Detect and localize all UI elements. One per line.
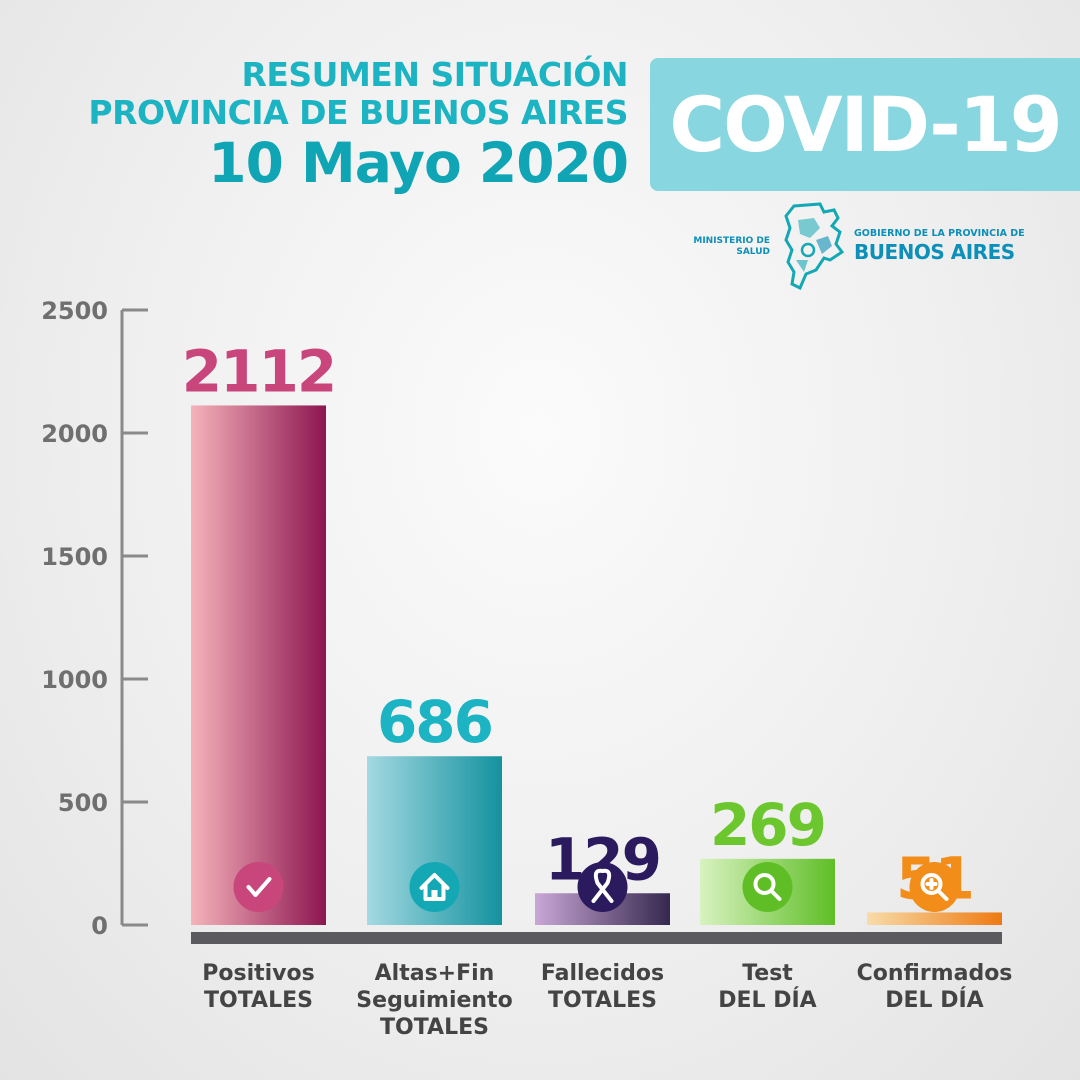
category-label: TOTALES — [548, 988, 657, 1013]
title-line-2: PROVINCIA DE BUENOS AIRES — [88, 93, 628, 132]
title-line-1: RESUMEN SITUACIÓN — [241, 55, 628, 94]
ministry-label: MINISTERIO DE SALUD — [690, 236, 770, 258]
category-label: DEL DÍA — [718, 987, 816, 1013]
magnifier-plus-icon — [909, 862, 960, 912]
bar-value-label: 269 — [710, 791, 825, 859]
category-label: Test — [742, 961, 793, 986]
check-icon — [233, 862, 284, 912]
report-date: 10 Mayo 2020 — [208, 131, 629, 195]
bar-value-label: 2112 — [182, 337, 335, 405]
ministry-line-1: MINISTERIO DE — [693, 236, 770, 246]
y-tick-label: 1500 — [41, 543, 108, 571]
covid-badge-text: COVID-19 — [669, 80, 1062, 169]
category-label: Positivos — [202, 961, 314, 986]
province-map-icon — [784, 202, 845, 290]
category-labels: PositivosTOTALESAltas+FinSeguimientoTOTA… — [202, 961, 1012, 1040]
bar-value-label: 686 — [377, 688, 492, 756]
bar — [191, 405, 326, 925]
category-label: Confirmados — [857, 961, 1013, 986]
ministry-line-2: SALUD — [736, 247, 770, 257]
category-label: Seguimiento — [356, 988, 512, 1013]
y-tick-label: 1000 — [41, 666, 108, 694]
y-tick-label: 0 — [91, 912, 108, 940]
category-label: TOTALES — [204, 988, 313, 1013]
category-label: Fallecidos — [541, 961, 664, 986]
header-title: RESUMEN SITUACIÓN PROVINCIA DE BUENOS AI… — [88, 55, 629, 195]
category-label: DEL DÍA — [885, 987, 983, 1013]
y-tick-label: 500 — [58, 789, 108, 817]
category-label: TOTALES — [380, 1015, 489, 1040]
category-label: Altas+Fin — [375, 961, 495, 986]
gov-line: GOBIERNO DE LA PROVINCIA DE — [854, 228, 1025, 239]
government-logo: MINISTERIO DE SALUD GOBIERNO DE LA PROVI… — [690, 200, 1030, 290]
home-icon — [409, 862, 460, 912]
ribbon-icon — [577, 862, 628, 912]
baseline — [191, 932, 1002, 944]
bar — [867, 912, 1002, 925]
y-tick-label: 2000 — [41, 420, 108, 448]
y-tick-label: 2500 — [41, 297, 108, 325]
bars: 211268612926951 — [182, 337, 1002, 925]
y-axis: 0 500 1000 1500 2000 2500 — [41, 297, 148, 940]
province-name: BUENOS AIRES — [854, 240, 1015, 264]
covid-badge: COVID-19 — [650, 58, 1080, 191]
x-baseline — [191, 932, 1002, 944]
magnifier-icon — [742, 862, 793, 912]
